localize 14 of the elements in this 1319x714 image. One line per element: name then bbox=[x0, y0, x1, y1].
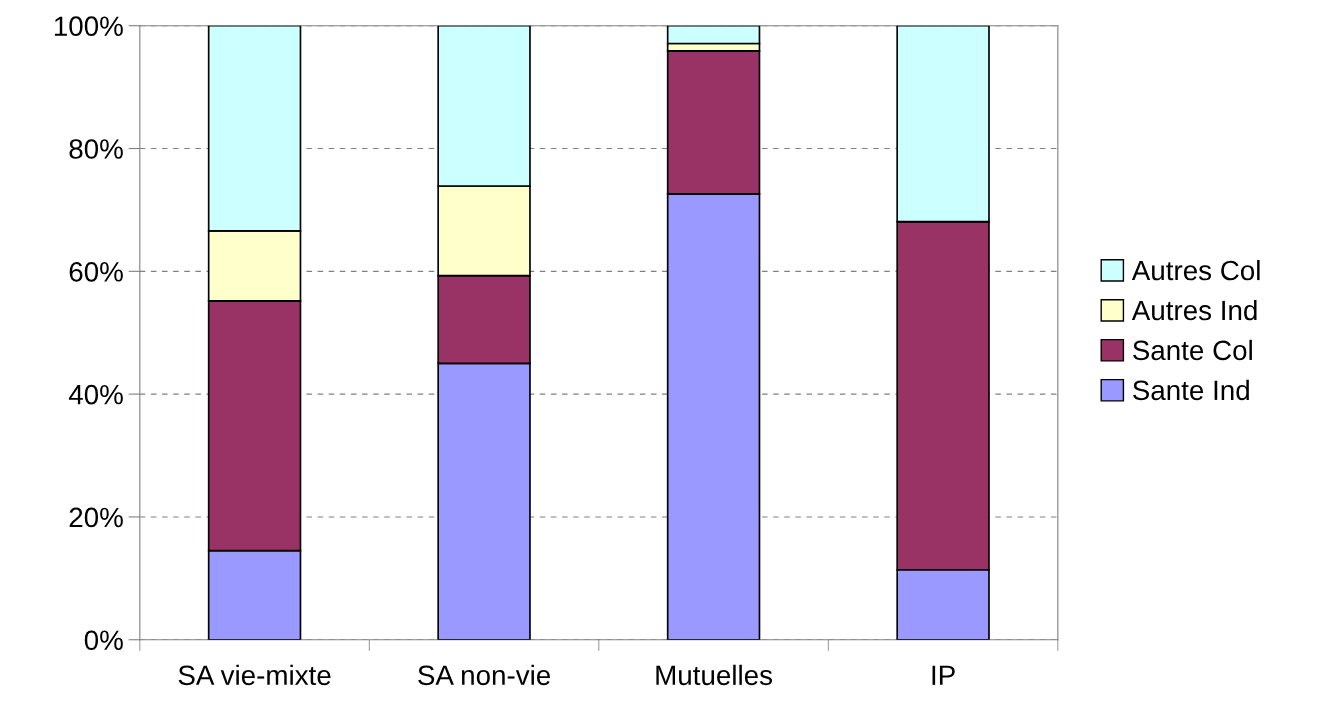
y-tick-label: 40% bbox=[68, 384, 123, 405]
y-tick-label: 80% bbox=[69, 139, 123, 159]
x-tick-label: SA non-vie bbox=[418, 664, 551, 686]
legend-label: Sante Ind bbox=[1133, 379, 1249, 401]
legend-label: Autres Col bbox=[1131, 259, 1260, 281]
y-tick-label: 60% bbox=[69, 261, 123, 282]
x-tick-label: SA vie-mixte bbox=[178, 664, 331, 686]
x-tick-label: IP bbox=[932, 665, 955, 685]
y-tick-label: 100% bbox=[54, 16, 123, 37]
legend-label: Sante Col bbox=[1133, 339, 1252, 361]
y-tick-label: 20% bbox=[69, 507, 123, 528]
y-tick-label: 0% bbox=[84, 630, 123, 651]
x-tick-label: Mutuelles bbox=[656, 664, 773, 686]
legend-label: Autres Ind bbox=[1131, 299, 1257, 321]
